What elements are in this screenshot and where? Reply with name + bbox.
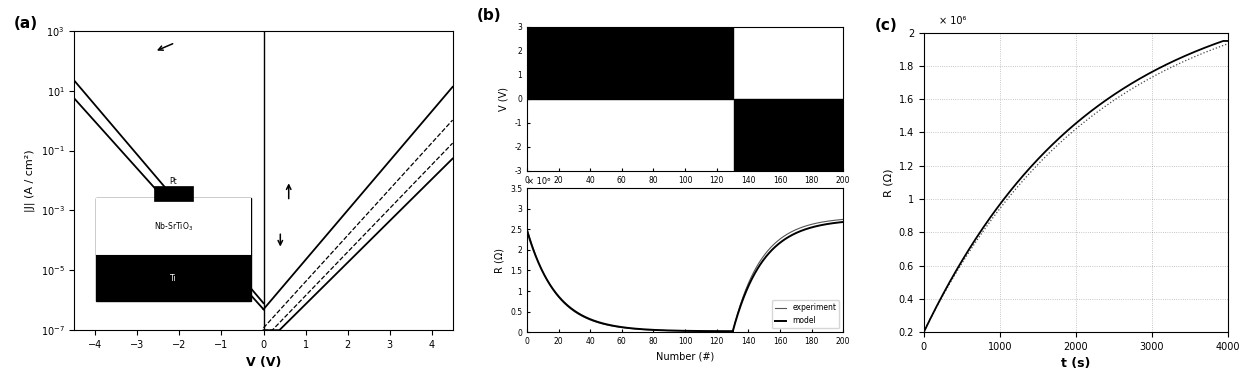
model <box>616 325 631 329</box>
Y-axis label: |J| (A / cm²): |J| (A / cm²) <box>25 149 35 212</box>
X-axis label: Number (#): Number (#) <box>656 352 714 362</box>
Line: model: model <box>527 222 843 332</box>
experiment <box>725 330 740 334</box>
X-axis label: i: i <box>683 190 687 200</box>
model <box>775 239 790 243</box>
experiment <box>520 226 534 231</box>
model <box>678 329 693 333</box>
Y-axis label: V (V): V (V) <box>498 87 508 111</box>
model <box>764 248 779 253</box>
model <box>725 330 740 334</box>
model <box>802 226 817 230</box>
Y-axis label: R (Ω): R (Ω) <box>495 248 505 273</box>
experiment <box>764 244 779 249</box>
experiment <box>616 325 631 330</box>
Bar <box>154 186 193 201</box>
Text: Pt: Pt <box>170 177 177 186</box>
Text: × 10⁶: × 10⁶ <box>939 16 966 26</box>
X-axis label: t (s): t (s) <box>1061 358 1090 371</box>
experiment <box>836 217 851 222</box>
model <box>560 303 575 308</box>
Text: Nb-SrTiO$_3$: Nb-SrTiO$_3$ <box>154 220 193 233</box>
Text: (c): (c) <box>875 18 898 33</box>
experiment <box>678 329 693 333</box>
Text: Ti: Ti <box>170 274 177 283</box>
model <box>836 220 851 224</box>
Text: × 10⁶: × 10⁶ <box>527 177 551 186</box>
experiment <box>560 304 575 308</box>
Bar <box>97 255 250 301</box>
Text: (b): (b) <box>476 8 501 23</box>
Text: (a): (a) <box>14 16 38 31</box>
model <box>520 228 534 233</box>
Y-axis label: R (Ω): R (Ω) <box>883 168 893 197</box>
experiment <box>775 235 790 240</box>
Legend: experiment, model: experiment, model <box>771 300 839 328</box>
Line: experiment: experiment <box>527 219 843 332</box>
X-axis label: V (V): V (V) <box>246 356 281 369</box>
Bar <box>97 198 250 255</box>
experiment <box>802 223 817 227</box>
